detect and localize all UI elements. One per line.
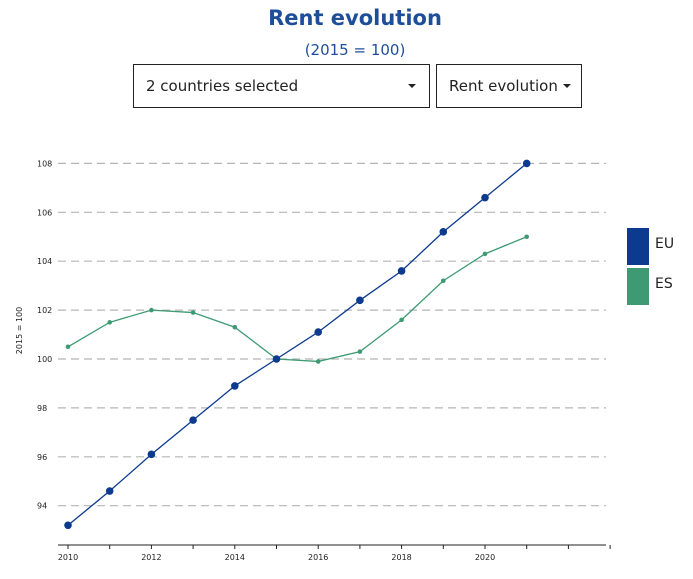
data-point-eu	[522, 159, 531, 168]
series-line-es	[67, 236, 527, 363]
y-axis-label: 2015 = 100	[15, 307, 24, 354]
y-tick-label: 100	[37, 355, 52, 364]
legend-item-eu[interactable]: EU	[627, 228, 687, 265]
y-tick-label: 104	[37, 257, 52, 266]
x-tick-label: 2012	[141, 553, 161, 562]
chart-title: Rent evolution	[268, 6, 442, 30]
series-line-eu	[67, 162, 528, 526]
y-tick-label: 102	[37, 306, 52, 315]
data-point-eu	[481, 193, 489, 202]
legend-label-es: ES	[655, 276, 673, 292]
data-point-es	[357, 349, 363, 354]
data-point-eu	[356, 296, 364, 305]
x-tick-label: 2020	[475, 553, 495, 562]
data-point-es	[482, 251, 488, 257]
data-point-eu	[272, 355, 281, 363]
y-tick-label: 106	[37, 208, 52, 217]
indicator-select-dropdown[interactable]: Rent evolution	[436, 64, 582, 108]
y-tick-label: 96	[37, 453, 47, 462]
y-tick-label: 98	[37, 404, 47, 413]
data-point-es	[149, 307, 154, 313]
data-point-eu	[314, 328, 323, 336]
country-select-label: 2 countries selected	[146, 77, 299, 95]
y-tick-label: 94	[37, 502, 47, 511]
data-point-es	[315, 359, 321, 364]
legend-swatch-eu	[627, 228, 649, 265]
data-point-es	[65, 344, 71, 350]
data-point-eu	[397, 267, 406, 275]
data-point-es	[190, 310, 196, 315]
country-select-dropdown[interactable]: 2 countries selected	[133, 64, 430, 108]
legend-item-es[interactable]: ES	[627, 268, 687, 305]
x-tick-label: 2016	[308, 553, 328, 562]
data-point-eu	[189, 416, 197, 424]
data-point-es	[524, 234, 529, 240]
data-point-es	[107, 320, 112, 325]
data-point-es	[232, 324, 238, 330]
indicator-select-label: Rent evolution	[449, 77, 558, 95]
data-point-eu	[64, 521, 72, 530]
y-tick-label: 108	[37, 159, 52, 168]
x-tick-label: 2010	[58, 553, 78, 562]
caret-down-icon	[563, 84, 571, 88]
caret-down-icon	[408, 84, 416, 88]
data-point-es	[441, 278, 446, 284]
legend-label-eu: EU	[655, 236, 675, 252]
x-tick-label: 2014	[225, 553, 245, 562]
x-tick-label: 2018	[391, 553, 411, 562]
data-point-eu	[147, 450, 156, 459]
chart-subtitle: (2015 = 100)	[304, 41, 406, 59]
legend-swatch-es	[627, 268, 649, 305]
data-point-eu	[439, 228, 448, 236]
data-point-eu	[231, 382, 239, 390]
data-point-es	[399, 317, 404, 323]
data-point-eu	[105, 487, 114, 495]
